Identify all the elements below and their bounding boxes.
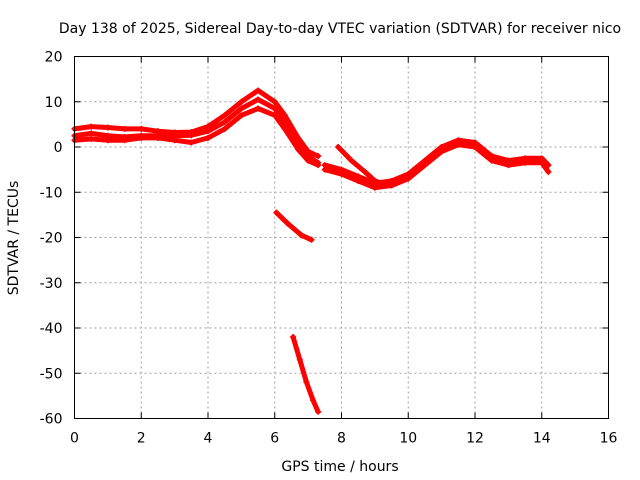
y-tick-label: -30 [40,276,63,292]
data-point [238,105,245,112]
y-tick-label: 10 [45,95,63,111]
series-drop-segment-2-points [290,334,322,415]
y-tick-label: 0 [54,140,63,156]
x-tick-label: 0 [70,431,79,447]
data-point [315,162,322,169]
series-drop-segment-1 [273,210,314,243]
x-axis-label: GPS time / hours [281,459,398,475]
data-point [285,220,292,227]
axis-ticks: 0 2 4 6 8 10 12 14 16 -60 -50 -40 -30 -20 -10 0 10 20 [40,50,618,447]
data-point [88,130,95,137]
x-tick-label: 6 [270,431,279,447]
data-point [271,105,278,112]
data-point [205,134,211,141]
data-point [298,232,305,239]
data-point [104,137,111,144]
data-point [348,157,355,164]
data-point [308,236,315,243]
data-point [421,162,428,169]
data-point [88,123,95,130]
data-point [371,177,378,184]
data-point [361,168,368,175]
data-point [303,379,310,386]
y-axis-label: SDTVAR / TECUs [6,181,22,296]
data-point [88,135,95,142]
data-point [455,141,462,148]
data-point [505,162,512,169]
data-point [522,159,529,166]
series-hook-segment-points [335,144,385,187]
series-drop-segment-1-points [273,209,315,243]
data-point [138,134,145,141]
data-point [171,137,178,144]
y-tick-label: -20 [40,231,63,247]
y-tick-label: 20 [45,50,63,66]
data-point [154,134,161,141]
data-point [488,157,495,164]
data-point [205,128,211,135]
data-point [338,171,345,178]
data-point [296,356,303,363]
x-tick-label: 8 [337,431,346,447]
data-point [335,144,342,150]
data-point [355,177,362,184]
x-tick-label: 16 [600,431,618,447]
y-tick-label: -50 [40,366,63,382]
grid-lines [74,56,609,419]
data-point [538,159,545,166]
x-tick-label: 4 [204,431,213,447]
x-tick-label: 12 [466,431,484,447]
y-tick-label: -40 [40,321,63,337]
data-point [188,132,195,139]
data-point [405,175,412,182]
data-point [255,96,262,103]
data-point [388,182,395,189]
data-point [238,112,245,119]
data-point [255,105,262,112]
data-point [221,112,228,119]
data-point [138,125,145,132]
data-point [121,125,128,132]
data-point [121,137,128,144]
data-point [438,148,445,155]
data-point [221,125,228,132]
data-point [188,139,195,146]
data-point [378,180,385,187]
data-point [472,144,478,150]
series-lower-band-b-points [321,141,552,191]
y-tick-label: -10 [40,185,63,201]
data-point [315,153,322,160]
data-point [371,184,378,191]
x-tick-label: 10 [399,431,417,447]
data-point [271,112,278,119]
data-point [281,125,288,132]
data-point [255,87,262,94]
chart-title: Day 138 of 2025, Sidereal Day-to-day VTE… [59,21,621,37]
data-point [295,146,302,153]
data-point [281,112,288,119]
data-point [315,408,322,415]
data-point [310,397,317,404]
data-point [273,209,280,216]
data-point [271,98,278,105]
data-point [321,166,328,173]
data-point [305,157,312,164]
x-tick-label: 2 [137,431,146,447]
x-tick-label: 14 [533,431,551,447]
data-point [290,334,297,341]
data-point [545,168,552,175]
data-point [221,119,228,126]
data-series [71,87,552,415]
data-point [238,98,245,105]
y-tick-label: -60 [40,412,63,428]
data-point [104,124,111,131]
